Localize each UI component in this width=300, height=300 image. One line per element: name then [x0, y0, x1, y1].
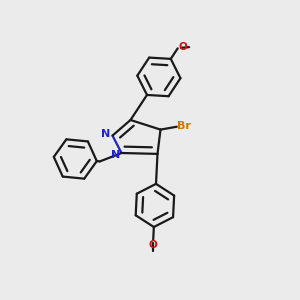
Text: O: O	[149, 240, 158, 250]
Text: N: N	[111, 150, 120, 161]
Text: O: O	[179, 42, 188, 52]
Text: Br: Br	[177, 121, 191, 131]
Text: N: N	[101, 129, 110, 139]
